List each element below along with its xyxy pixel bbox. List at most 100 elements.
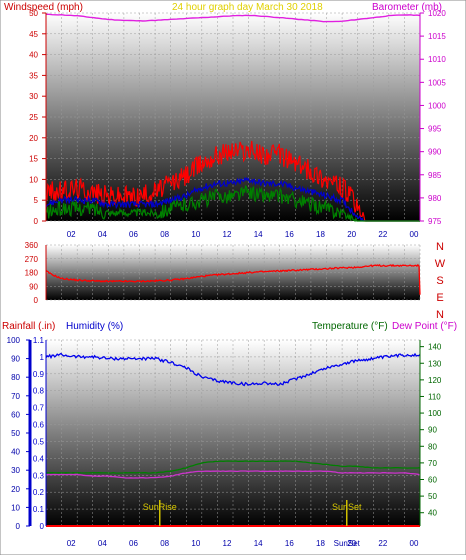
time-tick-label: 08 [160,539,169,548]
barometer-axis-title: Barometer (mb) [372,2,442,13]
temperature-tick-label: 90 [428,426,437,435]
time-tick-label: 18 [316,539,325,548]
sunset-label: SunSet [332,502,362,512]
series-wind-speed [45,184,420,223]
humidity-tick-label: 60 [11,410,20,419]
rainfall-tick-label: 0 [40,522,45,531]
series-temperature [45,460,421,474]
humidity-tick-label: 90 [11,355,20,364]
rain-humidity-panel: 0 0.1 0.2 0.3 0.4 0.5 0.6 0.7 0.8 0.9 1 1.1 0 10 20 30 4… [2,321,457,548]
dewpoint-axis-title: Dew Point (°F) [392,321,457,332]
windspeed-tick-label: 5 [34,196,39,205]
rainfall-tick-label: 0.3 [33,471,45,480]
humidity-tick-label: 100 [7,336,21,345]
temperature-tick-label: 110 [428,392,441,401]
series-wind-gust [45,140,420,222]
rainfall-tick-label: 0.1 [33,505,45,514]
time-tick-label: 14 [254,539,263,548]
rainfall-tick-label: 1 [40,353,45,362]
series-wind-average [45,176,420,222]
barometer-tick-label: 1010 [428,55,446,64]
windspeed-tick-label: 15 [29,155,38,164]
barometer-tick-label: 995 [428,125,442,134]
time-tick-label: 12 [223,230,232,239]
windspeed-tick-label: 35 [29,71,38,80]
rainfall-tick-label: 0.6 [33,421,45,430]
rainfall-tick-label: 1.1 [33,336,45,345]
direction-tick-label: 90 [29,282,38,291]
direction-tick-label: 180 [25,269,39,278]
time-tick-label: 20 [347,539,356,548]
windspeed-tick-label: 50 [29,9,38,18]
temperature-tick-label: 40 [428,509,437,518]
temperature-tick-label: 100 [428,409,442,418]
barometer-tick-label: 980 [428,194,442,203]
compass-label: W [435,258,446,270]
compass-label: N [436,241,444,253]
barometer-tick-label: 985 [428,171,442,180]
barometer-tick-label: 1015 [428,32,446,41]
compass-label: N [436,309,444,321]
time-tick-label: 14 [254,230,263,239]
series-dew-point [45,470,421,479]
temperature-tick-label: 140 [428,343,442,352]
series-humidity [45,352,421,387]
humidity-tick-label: 0 [16,522,21,531]
windspeed-tick-label: 40 [29,51,38,60]
rainfall-tick-label: 0.8 [33,387,45,396]
temperature-tick-label: 60 [428,476,437,485]
compass-label: E [436,292,443,304]
temperature-tick-label: 70 [428,459,437,468]
temperature-axis-title: Temperature (°F) [312,321,388,332]
humidity-tick-label: 50 [11,429,20,438]
time-tick-label: 02 [67,230,76,239]
sunrise-label: SunRise [143,502,177,512]
humidity-tick-label: 80 [11,373,20,382]
time-tick-label: 08 [160,230,169,239]
time-tick-label: 22 [378,539,387,548]
time-tick-label: 06 [129,230,138,239]
temperature-tick-label: 50 [428,492,437,501]
rainfall-axis-title: Rainfall (.in) [2,321,55,332]
rainfall-tick-label: 0.7 [33,404,45,413]
windspeed-tick-label: 30 [29,92,38,101]
humidity-tick-label: 10 [11,503,20,512]
windspeed-tick-label: 25 [29,113,38,122]
time-tick-label: 22 [378,230,387,239]
time-tick-label: 00 [410,230,419,239]
humidity-tick-label: 70 [11,392,20,401]
windspeed-axis-title: Windspeed (mph) [4,2,83,13]
humidity-tick-label: 20 [11,485,20,494]
humidity-axis-title: Humidity (%) [66,321,123,332]
rainfall-tick-label: 0.9 [33,370,45,379]
humidity-tick-label: 40 [11,448,20,457]
series-barometer [46,13,421,23]
time-tick-label: 18 [316,230,325,239]
temperature-tick-label: 120 [428,376,442,385]
rainfall-tick-label: 0.2 [33,488,45,497]
temperature-tick-label: 130 [428,359,442,368]
time-tick-label: 20 [347,230,356,239]
windspeed-tick-label: 10 [29,175,38,184]
chart-date-title: 24 hour graph day March 30 2018 [172,2,323,13]
time-tick-label: 02 [67,539,76,548]
barometer-tick-label: 975 [428,217,442,226]
series-wind-direction [45,263,421,295]
rainfall-tick-label: 0.4 [33,454,45,463]
sunset-tick-label: SunSet [334,539,361,548]
time-tick-label: 16 [285,539,294,548]
barometer-tick-label: 990 [428,148,442,157]
time-tick-label: 04 [98,539,107,548]
time-tick-label: 04 [98,230,107,239]
direction-tick-label: 360 [25,241,39,250]
wind-panel: 0510152025303540455097598098599099510001… [4,2,446,239]
rainfall-tick-label: 0.5 [33,437,45,446]
time-tick-label: 00 [410,539,419,548]
windspeed-tick-label: 0 [34,217,39,226]
time-tick-label: 16 [285,230,294,239]
temperature-tick-label: 80 [428,442,437,451]
direction-tick-label: 0 [34,296,39,305]
